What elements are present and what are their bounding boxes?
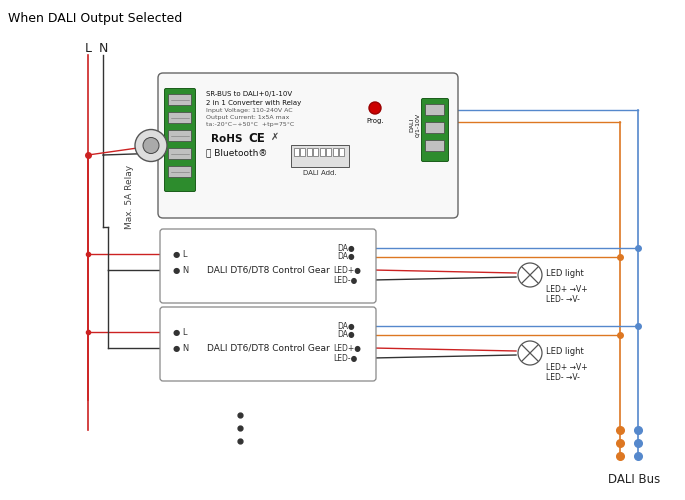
Text: DA●: DA● [337, 322, 355, 330]
Text: LED+●: LED+● [333, 344, 361, 352]
FancyBboxPatch shape [320, 148, 325, 156]
Text: Output Current: 1x5A max: Output Current: 1x5A max [206, 115, 289, 120]
FancyBboxPatch shape [425, 122, 445, 134]
Text: LED light: LED light [546, 268, 584, 278]
Text: DALI DT6/DT8 Control Gear: DALI DT6/DT8 Control Gear [207, 344, 329, 352]
Text: DA●: DA● [337, 330, 355, 340]
Text: CE: CE [248, 132, 264, 145]
Text: Prog.: Prog. [366, 118, 384, 124]
FancyBboxPatch shape [291, 145, 349, 167]
Text: Input Voltage: 110-240V AC: Input Voltage: 110-240V AC [206, 108, 292, 113]
Text: Ⓑ Bluetooth®: Ⓑ Bluetooth® [206, 148, 267, 157]
Text: LED- →V-: LED- →V- [546, 373, 580, 382]
Text: L: L [84, 42, 92, 55]
Text: DALI DT6/DT8 Control Gear: DALI DT6/DT8 Control Gear [207, 266, 329, 274]
FancyBboxPatch shape [164, 88, 195, 192]
FancyBboxPatch shape [327, 148, 332, 156]
Circle shape [518, 341, 542, 365]
FancyBboxPatch shape [340, 148, 345, 156]
Text: ✗: ✗ [271, 132, 279, 142]
Text: When DALI Output Selected: When DALI Output Selected [8, 12, 182, 25]
Circle shape [369, 102, 381, 114]
FancyBboxPatch shape [421, 98, 449, 162]
Circle shape [143, 138, 159, 154]
FancyBboxPatch shape [169, 166, 192, 177]
Text: N: N [99, 42, 108, 55]
FancyBboxPatch shape [425, 140, 445, 151]
Text: DA●: DA● [337, 244, 355, 252]
FancyBboxPatch shape [169, 148, 192, 160]
Text: LED+●: LED+● [333, 266, 361, 274]
FancyBboxPatch shape [301, 148, 306, 156]
Text: LED-●: LED-● [333, 276, 358, 284]
Text: ● N: ● N [173, 344, 189, 352]
FancyBboxPatch shape [169, 112, 192, 124]
Text: ● L: ● L [173, 250, 188, 258]
FancyBboxPatch shape [314, 148, 319, 156]
FancyBboxPatch shape [160, 307, 376, 381]
Text: SR-BUS to DALI+0/1-10V: SR-BUS to DALI+0/1-10V [206, 91, 292, 97]
Circle shape [518, 263, 542, 287]
Text: DALI
0/1-10V: DALI 0/1-10V [410, 113, 421, 137]
Text: LED- →V-: LED- →V- [546, 295, 580, 304]
Text: LED+ →V+: LED+ →V+ [546, 363, 588, 372]
Text: DA●: DA● [337, 252, 355, 262]
FancyBboxPatch shape [333, 148, 338, 156]
FancyBboxPatch shape [169, 130, 192, 141]
FancyBboxPatch shape [294, 148, 299, 156]
Text: ta:-20°C~+50°C  +tp=75°C: ta:-20°C~+50°C +tp=75°C [206, 122, 295, 127]
FancyBboxPatch shape [307, 148, 312, 156]
FancyBboxPatch shape [169, 94, 192, 106]
FancyBboxPatch shape [425, 104, 445, 116]
Text: LED-●: LED-● [333, 354, 358, 362]
FancyBboxPatch shape [158, 73, 458, 218]
Text: LED+ →V+: LED+ →V+ [546, 285, 588, 294]
Text: ● N: ● N [173, 266, 189, 274]
FancyBboxPatch shape [160, 229, 376, 303]
Text: DALI Add.: DALI Add. [303, 170, 337, 176]
Text: DALI Bus: DALI Bus [608, 473, 660, 486]
Text: Max. 5A Relay: Max. 5A Relay [125, 165, 134, 229]
Text: 2 in 1 Converter with Relay: 2 in 1 Converter with Relay [206, 100, 301, 106]
Text: ● L: ● L [173, 328, 188, 336]
Text: RoHS: RoHS [211, 134, 242, 144]
Text: LED light: LED light [546, 346, 584, 356]
Circle shape [135, 130, 167, 162]
